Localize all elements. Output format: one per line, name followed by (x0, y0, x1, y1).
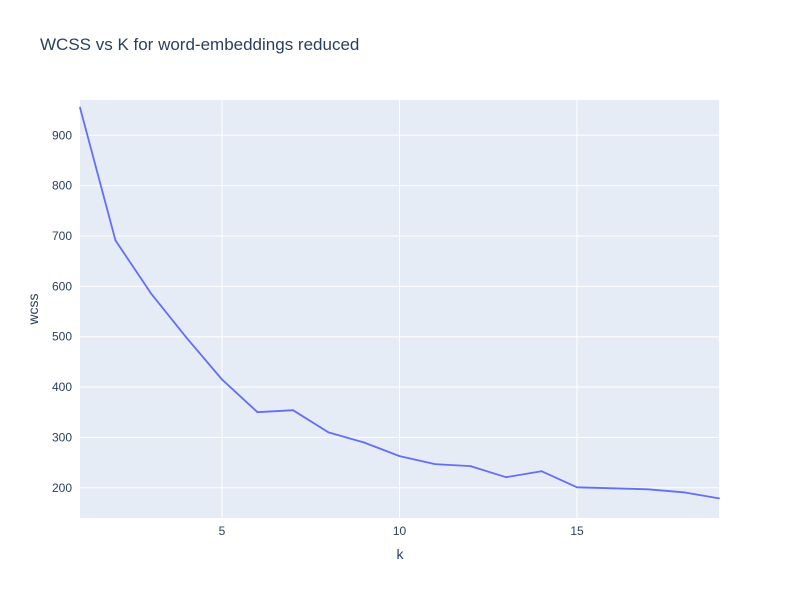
data-point (363, 441, 365, 444)
y-tick-label: 200 (52, 481, 72, 495)
data-point (114, 239, 117, 242)
data-point (221, 378, 223, 381)
data-point (256, 411, 259, 414)
data-point (682, 491, 685, 494)
gridlines (80, 100, 719, 518)
x-tick-label: 10 (393, 524, 407, 538)
y-axis-title: wcss (25, 293, 41, 325)
data-point (398, 455, 401, 457)
data-point (611, 487, 614, 490)
x-axis-title: k (397, 546, 405, 562)
y-tick-label: 800 (52, 179, 72, 193)
data-point (327, 431, 330, 434)
tick-labels: 200 300 400 500 600 700 800 900 5 10 15 (52, 128, 584, 538)
data-point (718, 497, 720, 500)
y-tick-label: 700 (52, 229, 72, 243)
series-layer (79, 106, 720, 500)
data-point (150, 292, 152, 295)
x-tick-label: 5 (219, 524, 226, 538)
y-tick-label: 600 (52, 279, 72, 293)
data-point (576, 486, 578, 489)
data-point (79, 106, 81, 109)
data-point (505, 476, 507, 479)
data-point (540, 470, 543, 473)
y-tick-label: 400 (52, 380, 72, 394)
data-point (292, 409, 294, 412)
y-tick-label: 900 (52, 128, 72, 142)
chart-title: WCSS vs K for word-embeddings reduced (40, 35, 359, 54)
x-tick-label: 15 (570, 524, 584, 538)
data-point (647, 488, 649, 491)
y-tick-label: 300 (52, 430, 72, 444)
data-point (469, 465, 472, 468)
data-point (434, 463, 436, 466)
y-tick-label: 500 (52, 330, 72, 344)
data-point (185, 336, 188, 339)
